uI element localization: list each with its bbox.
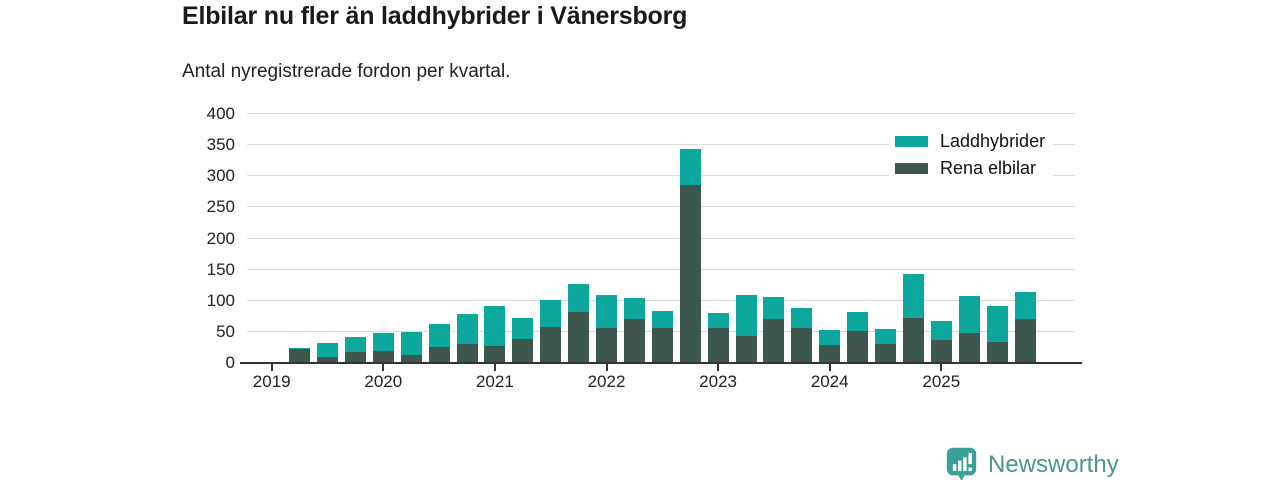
bar-2022-Q3-rena-elbilar <box>679 184 701 363</box>
bar-2023-Q4-rena-elbilar <box>819 344 841 363</box>
bar-2020-Q4-laddhybrider <box>484 305 506 347</box>
bar-2022-Q1-rena-elbilar <box>623 319 645 363</box>
bar-2019-Q4-rena-elbilar <box>372 351 394 363</box>
bar-2020-Q1-laddhybrider <box>400 331 422 355</box>
bar-2019-Q3-rena-elbilar <box>344 351 366 363</box>
bar-2024-Q4-laddhybrider <box>930 320 952 340</box>
bar-2023-Q3-rena-elbilar <box>791 327 813 363</box>
bar-2025-Q1-laddhybrider <box>958 296 980 334</box>
gridline-250 <box>247 206 1075 208</box>
x-tick-2020 <box>382 364 385 371</box>
bar-2025-Q1-rena-elbilar <box>958 333 980 363</box>
newsworthy-brand-label: Newsworthy <box>988 451 1119 478</box>
chart-title: Elbilar nu fler än laddhybrider i Väners… <box>182 2 688 30</box>
bar-2019-Q1-rena-elbilar <box>289 348 311 363</box>
chart-subtitle: Antal nyregistrerade fordon per kvartal. <box>182 61 511 82</box>
y-axis-label-250: 250 <box>206 197 235 217</box>
bar-2024-Q4-rena-elbilar <box>930 339 952 363</box>
bar-2025-Q2-laddhybrider <box>986 305 1008 342</box>
legend-item-laddhybrider: Laddhybrider <box>889 128 1054 155</box>
bar-2020-Q3-laddhybrider <box>456 314 478 345</box>
gridline-100 <box>247 299 1075 301</box>
bar-2021-Q1-rena-elbilar <box>512 338 534 363</box>
bar-2024-Q2-rena-elbilar <box>875 344 896 363</box>
gridline-150 <box>247 268 1075 270</box>
y-axis-label-0: 0 <box>225 353 235 372</box>
bar-2019-Q2-laddhybrider <box>317 343 338 357</box>
bar-2025-Q2-rena-elbilar <box>986 341 1008 363</box>
x-tick-2021 <box>493 364 496 371</box>
legend-item-rena-elbilar: Rena elbilar <box>889 155 1054 182</box>
x-axis-label-2024: 2024 <box>810 372 849 391</box>
legend-label: Rena elbilar <box>940 158 1037 178</box>
bar-2023-Q4-laddhybrider <box>819 330 841 345</box>
bar-2024-Q3-rena-elbilar <box>902 318 924 363</box>
y-axis-label-300: 300 <box>206 166 235 186</box>
newsworthy-pin-barchart-icon <box>946 447 977 480</box>
bar-2020-Q4-rena-elbilar <box>484 346 506 363</box>
bar-2021-Q2-laddhybrider <box>540 299 562 327</box>
bar-2024-Q3-laddhybrider <box>902 273 924 319</box>
bar-2022-Q4-laddhybrider <box>707 313 729 329</box>
x-axis-label-2025: 2025 <box>922 372 961 391</box>
plot-area: 0 50 100 150 200 250 300 350 400 2019 2020 2021 2022… <box>207 104 1082 391</box>
bar-2022-Q1-laddhybrider <box>623 297 645 320</box>
y-axis-label-350: 350 <box>206 135 235 155</box>
x-axis-label-2022: 2022 <box>587 372 626 391</box>
bar-2019-Q4-laddhybrider <box>372 333 394 352</box>
y-axis-label-50: 50 <box>216 321 235 341</box>
bar-2019-Q2-rena-elbilar <box>317 356 338 363</box>
bar-2024-Q1-rena-elbilar <box>847 330 869 363</box>
bar-2025-Q3-rena-elbilar <box>1014 319 1036 363</box>
x-axis-label-2023: 2023 <box>699 372 737 391</box>
bar-2022-Q4-rena-elbilar <box>707 328 729 363</box>
bar-2023-Q2-rena-elbilar <box>763 319 785 363</box>
bar-2023-Q1-rena-elbilar <box>735 335 757 363</box>
x-tick-2022 <box>605 364 608 371</box>
legend-swatch-laddhybrider <box>895 136 928 147</box>
legend: Laddhybrider Rena elbilar <box>889 128 1054 182</box>
bar-2023-Q3-laddhybrider <box>791 308 813 328</box>
gridline-400 <box>247 113 1075 114</box>
bar-2020-Q3-rena-elbilar <box>456 344 478 363</box>
bar-2022-Q2-rena-elbilar <box>651 327 673 363</box>
bar-2021-Q2-rena-elbilar <box>540 326 562 363</box>
legend-swatch-rena-elbilar <box>895 163 928 174</box>
bar-2023-Q2-laddhybrider <box>763 297 785 320</box>
bar-2021-Q4-rena-elbilar <box>596 327 617 363</box>
x-axis-label-2020: 2020 <box>364 372 403 391</box>
bar-2023-Q1-laddhybrider <box>735 294 757 336</box>
bar-2021-Q1-laddhybrider <box>512 317 534 339</box>
bar-2024-Q1-laddhybrider <box>847 311 869 331</box>
legend-label: Laddhybrider <box>940 131 1046 151</box>
y-axis-label-100: 100 <box>206 290 235 310</box>
bar-2021-Q3-laddhybrider <box>568 283 590 312</box>
x-axis-line <box>240 362 1082 364</box>
x-tick-2024 <box>828 364 831 371</box>
bar-2019-Q3-laddhybrider <box>344 336 366 352</box>
gridline-300 <box>247 175 1075 177</box>
bar-2024-Q2-laddhybrider <box>875 329 896 345</box>
x-tick-2025 <box>940 364 943 371</box>
x-tick-2023 <box>717 364 720 371</box>
bar-2020-Q1-rena-elbilar <box>400 354 422 363</box>
y-axis-label-150: 150 <box>206 259 235 279</box>
bar-2022-Q3-laddhybrider <box>679 149 701 185</box>
bar-2025-Q3-laddhybrider <box>1014 292 1036 320</box>
x-tick-2019 <box>270 364 273 371</box>
bar-2022-Q2-laddhybrider <box>651 311 673 328</box>
bar-2021-Q4-laddhybrider <box>596 294 617 328</box>
bar-2020-Q2-laddhybrider <box>428 324 450 348</box>
gridline-200 <box>247 237 1075 239</box>
bar-2020-Q2-rena-elbilar <box>428 347 450 363</box>
x-axis-label-2019: 2019 <box>252 372 291 391</box>
y-axis-label-400: 400 <box>206 104 235 123</box>
bar-2019-Q1-laddhybrider <box>289 348 311 349</box>
y-axis-label-200: 200 <box>206 228 235 248</box>
gridline-350 <box>247 144 1075 146</box>
x-axis-label-2021: 2021 <box>475 372 514 391</box>
newsworthy-logo[interactable]: Newsworthy <box>944 446 1119 480</box>
bar-2021-Q3-rena-elbilar <box>568 311 590 363</box>
